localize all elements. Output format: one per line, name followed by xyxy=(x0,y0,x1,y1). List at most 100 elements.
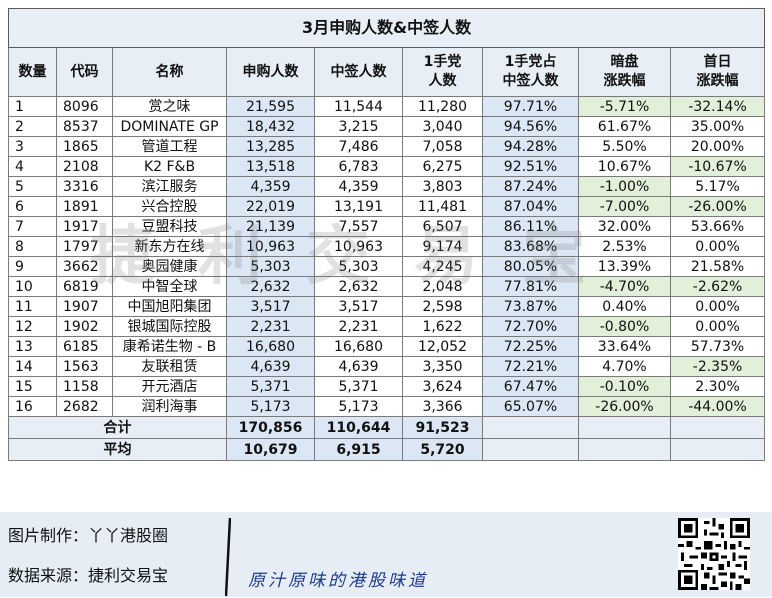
average-winners: 6,915 xyxy=(314,438,403,461)
total-row: 合计 170,856 110,644 91,523 xyxy=(8,416,766,439)
row-dark: 61.67% xyxy=(578,116,671,137)
row-subscribers: 5,173 xyxy=(226,396,315,417)
row-winners: 2,231 xyxy=(314,316,403,337)
row-first: 57.73% xyxy=(669,336,766,357)
row-winners: 5,303 xyxy=(314,256,403,277)
row-one-lot: 3,040 xyxy=(402,116,483,137)
row-subscribers: 2,632 xyxy=(226,276,315,297)
header-first-line2: 涨跌幅 xyxy=(696,73,739,89)
row-pct: 72.70% xyxy=(482,316,579,337)
row-first: 21.58% xyxy=(669,256,766,277)
row-first: 20.00% xyxy=(669,136,766,157)
average-blank xyxy=(669,438,766,461)
header-one-lot-line1: 1手党 xyxy=(423,54,462,70)
table-row: 2 8537 DOMINATE GP 18,432 3,215 3,040 94.56% 61… xyxy=(8,116,766,137)
row-code: 1917 xyxy=(56,216,113,237)
row-pct: 92.51% xyxy=(482,156,579,177)
table-row: 5 3316 滨江服务 4,359 4,359 3,803 87.24% -1.00% 5.17… xyxy=(8,176,766,197)
header-dark-line1: 暗盘 xyxy=(610,54,639,70)
row-subscribers: 5,371 xyxy=(226,376,315,397)
total-blank xyxy=(482,416,579,439)
row-winners: 7,486 xyxy=(314,136,403,157)
row-no: 1 xyxy=(8,96,57,117)
slogan-text: 原汁原味的港股味道 xyxy=(248,571,428,591)
row-no: 13 xyxy=(8,336,57,357)
table-row: 14 1563 友联租赁 4,639 4,639 3,350 72.21% 4.70% -2.3… xyxy=(8,356,766,377)
row-dark: -0.80% xyxy=(578,316,671,337)
row-winners: 6,783 xyxy=(314,156,403,177)
table-row: 7 1917 豆盟科技 21,139 7,557 6,507 86.11% 32.00% 53.… xyxy=(8,216,766,237)
row-winners: 4,359 xyxy=(314,176,403,197)
row-subscribers: 18,432 xyxy=(226,116,315,137)
row-name: 开元酒店 xyxy=(112,376,227,397)
row-pct: 97.71% xyxy=(482,96,579,117)
row-first: -32.14% xyxy=(669,96,766,117)
row-no: 11 xyxy=(8,296,57,317)
row-code: 2108 xyxy=(56,156,113,177)
row-subscribers: 4,639 xyxy=(226,356,315,377)
header-one-lot: 1手党人数 xyxy=(402,47,483,97)
row-dark: -7.00% xyxy=(578,196,671,217)
row-code: 1902 xyxy=(56,316,113,337)
row-dark: -4.70% xyxy=(578,276,671,297)
row-code: 1907 xyxy=(56,296,113,317)
row-name: 银城国际控股 xyxy=(112,316,227,337)
row-subscribers: 2,231 xyxy=(226,316,315,337)
header-name: 名称 xyxy=(112,47,227,97)
row-code: 2682 xyxy=(56,396,113,417)
table-row: 4 2108 K2 F&B 13,518 6,783 6,275 92.51% 10.67% -… xyxy=(8,156,766,177)
row-pct: 94.56% xyxy=(482,116,579,137)
row-winners: 13,191 xyxy=(314,196,403,217)
row-code: 6819 xyxy=(56,276,113,297)
row-winners: 3,215 xyxy=(314,116,403,137)
table-row: 1 8096 赏之味 21,595 11,544 11,280 97.71% -5.71% -3… xyxy=(8,96,766,117)
row-code: 1891 xyxy=(56,196,113,217)
table-row: 13 6185 康希诺生物 - B 16,680 16,680 12,052 72.25% 3… xyxy=(8,336,766,357)
row-pct: 83.68% xyxy=(482,236,579,257)
row-subscribers: 13,518 xyxy=(226,156,315,177)
row-one-lot: 11,280 xyxy=(402,96,483,117)
header-winners: 中签人数 xyxy=(314,47,403,97)
row-subscribers: 21,139 xyxy=(226,216,315,237)
row-first: 0.00% xyxy=(669,296,766,317)
row-dark: 13.39% xyxy=(578,256,671,277)
slash-divider-icon xyxy=(225,517,231,597)
row-first: -10.67% xyxy=(669,156,766,177)
row-one-lot: 7,058 xyxy=(402,136,483,157)
average-row: 平均 10,679 6,915 5,720 xyxy=(8,438,766,461)
row-dark: -0.10% xyxy=(578,376,671,397)
row-no: 2 xyxy=(8,116,57,137)
row-no: 3 xyxy=(8,136,57,157)
row-subscribers: 4,359 xyxy=(226,176,315,197)
row-code: 3662 xyxy=(56,256,113,277)
header-dark-line2: 涨跌幅 xyxy=(603,73,646,89)
row-no: 12 xyxy=(8,316,57,337)
header-first-line1: 首日 xyxy=(703,54,732,70)
row-winners: 7,557 xyxy=(314,216,403,237)
row-no: 10 xyxy=(8,276,57,297)
row-one-lot: 3,366 xyxy=(402,396,483,417)
table-row: 6 1891 兴合控股 22,019 13,191 11,481 87.04% -7.00% -… xyxy=(8,196,766,217)
total-label: 合计 xyxy=(8,416,227,439)
header-code: 代码 xyxy=(56,47,113,97)
header-pct-line1: 1手党占 xyxy=(504,54,557,70)
total-subscribers: 170,856 xyxy=(226,416,315,439)
row-winners: 4,639 xyxy=(314,356,403,377)
row-dark: 33.64% xyxy=(578,336,671,357)
row-dark: -26.00% xyxy=(578,396,671,417)
source-text: 数据来源：捷利交易宝 xyxy=(8,566,169,585)
row-pct: 86.11% xyxy=(482,216,579,237)
row-name: 友联租赁 xyxy=(112,356,227,377)
row-name: 奥园健康 xyxy=(112,256,227,277)
row-subscribers: 21,595 xyxy=(226,96,315,117)
row-code: 8537 xyxy=(56,116,113,137)
row-one-lot: 3,350 xyxy=(402,356,483,377)
row-name: K2 F&B xyxy=(112,156,227,177)
header-one-lot-line2: 人数 xyxy=(428,73,457,89)
row-name: 赏之味 xyxy=(112,96,227,117)
row-dark: 2.53% xyxy=(578,236,671,257)
row-code: 8096 xyxy=(56,96,113,117)
table-row: 15 1158 开元酒店 5,371 5,371 3,624 67.47% -0.10% 2.3… xyxy=(8,376,766,397)
row-winners: 2,632 xyxy=(314,276,403,297)
row-name: 滨江服务 xyxy=(112,176,227,197)
